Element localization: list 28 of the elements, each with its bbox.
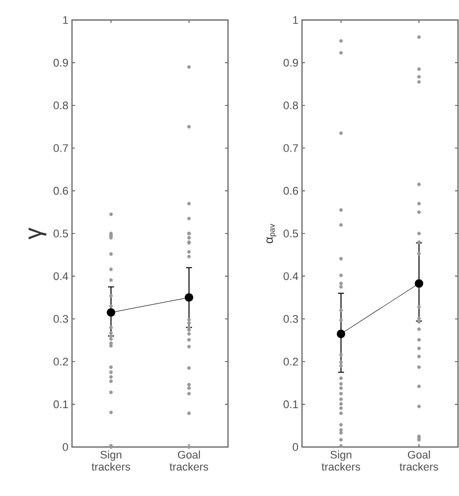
x-tick-label: Sign trackers xyxy=(322,450,360,471)
y-tick-label: 0.6 xyxy=(284,186,298,195)
y-tick-label: 0.3 xyxy=(54,315,68,323)
y-tick-label: 0.4 xyxy=(284,272,298,280)
x-tick-label: Goal trackers xyxy=(400,450,438,471)
x-tick-label: Sign trackers xyxy=(92,450,130,471)
y-tick-label: 0.1 xyxy=(284,400,298,408)
x-tick-label: Goal trackers xyxy=(170,450,208,471)
y-tick-label: 0.1 xyxy=(54,400,68,408)
y-tick-label: 0.8 xyxy=(284,102,298,110)
y-tick-label: 0.9 xyxy=(54,58,68,67)
y-tick-label: 0.4 xyxy=(54,272,68,280)
y-tick-label: 0 xyxy=(292,443,298,451)
y-axis-title: γ xyxy=(28,228,46,240)
y-tick-label: 0.7 xyxy=(54,144,68,152)
y-tick-label: 0 xyxy=(62,443,68,451)
y-tick-label: 0.9 xyxy=(284,58,298,67)
y-tick-label: 0.2 xyxy=(284,358,298,366)
y-tick-label: 0.3 xyxy=(284,315,298,323)
y-tick-label: 0.7 xyxy=(284,144,298,152)
y-tick-label: 0.8 xyxy=(54,102,68,110)
y-tick-label: 0.5 xyxy=(54,230,68,238)
y-tick-label: 0.2 xyxy=(54,358,68,366)
y-tick-label: 1 xyxy=(63,16,68,24)
y-tick-label: 0.6 xyxy=(54,186,68,195)
y-tick-label: 0.5 xyxy=(284,230,298,238)
y-axis-title: α$_{pav}$ xyxy=(266,224,276,244)
y-tick-label: 1 xyxy=(293,16,298,24)
